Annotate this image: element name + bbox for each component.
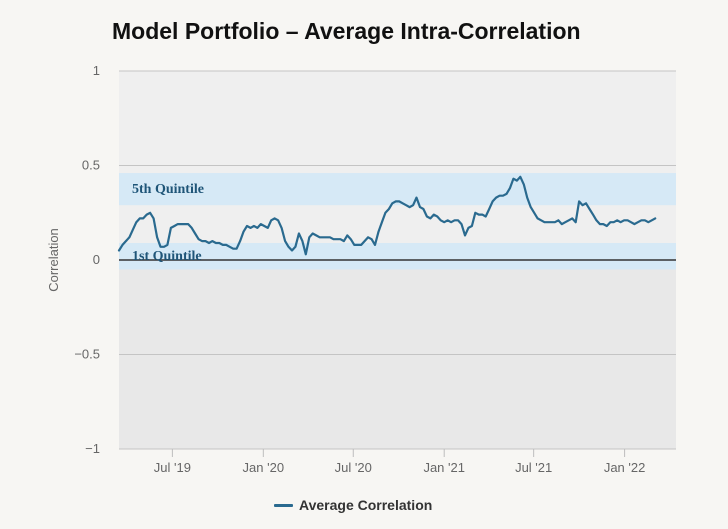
series-line-average-correlation [117, 175, 657, 256]
x-tick-label: Jul '20 [335, 460, 372, 475]
x-tick-label: Jan '20 [243, 460, 285, 475]
chart-title: Model Portfolio – Average Intra-Correlat… [112, 18, 581, 44]
y-tick-label: −0.5 [74, 347, 100, 362]
legend-swatch-average-correlation [274, 503, 293, 507]
y-tick-label: 0.5 [82, 158, 100, 173]
x-tick-label: Jul '21 [515, 460, 552, 475]
legend[interactable]: Average Correlation [274, 497, 432, 513]
legend-label-average-correlation: Average Correlation [299, 497, 433, 513]
y-axis-title: Correlation [46, 228, 61, 292]
quintile-band-label: 1st Quintile [132, 249, 202, 264]
y-tick-label: 0 [93, 252, 100, 267]
x-tick-label: Jan '21 [423, 460, 465, 475]
y-tick-label: −1 [85, 441, 100, 456]
y-tick-label: 1 [93, 63, 100, 78]
quintile-band [119, 173, 676, 206]
x-tick-label: Jul '19 [154, 460, 191, 475]
quintile-band [119, 242, 676, 270]
x-tick-label: Jan '22 [604, 460, 646, 475]
quintile-band-label: 5th Quintile [132, 182, 204, 197]
